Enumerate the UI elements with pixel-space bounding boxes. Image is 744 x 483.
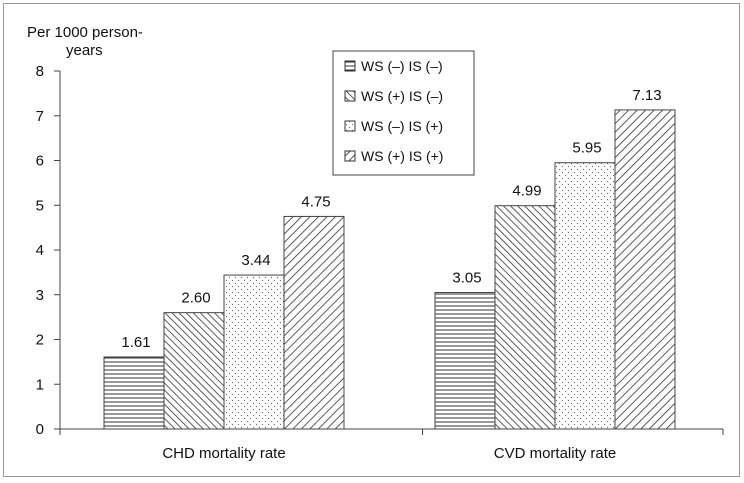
y-tick-label: 4 <box>36 242 44 259</box>
legend-label: WS (+) IS (+) <box>361 148 443 164</box>
data-label: 4.75 <box>301 193 330 210</box>
bar <box>103 356 165 430</box>
legend-label: WS (–) IS (+) <box>361 118 443 134</box>
y-tick-label: 3 <box>36 287 44 304</box>
legend-label: WS (+) IS (–) <box>361 88 443 104</box>
bar <box>283 215 345 430</box>
y-tick-label: 6 <box>36 153 44 170</box>
data-label: 3.05 <box>452 270 481 287</box>
y-tick-label: 2 <box>36 332 44 349</box>
x-category-label: CVD mortality rate <box>494 445 617 462</box>
legend-swatch <box>344 150 356 162</box>
y-axis-label: Per 1000 person-years <box>27 24 143 59</box>
bar <box>223 274 285 430</box>
y-tick-label: 5 <box>36 197 44 214</box>
y-tick-label: 1 <box>36 376 44 393</box>
data-label: 5.95 <box>572 140 601 157</box>
y-tick-label: 0 <box>36 421 44 438</box>
bars: 1.61 3.05 2.60 4.99 3.44 5.95 4.75 7.13 <box>103 87 676 430</box>
legend-swatch <box>344 120 356 132</box>
data-label: 7.13 <box>632 87 661 104</box>
legend-swatch <box>344 90 356 102</box>
legend: WS (–) IS (–) WS (+) IS (–) WS (–) IS (+) W… <box>332 50 475 176</box>
data-label: 3.44 <box>241 252 270 269</box>
legend-swatch <box>344 60 356 72</box>
bar <box>494 205 556 430</box>
legend-box <box>332 50 475 176</box>
data-label: 2.60 <box>181 290 210 307</box>
y-tick-label: 7 <box>36 108 44 125</box>
bar <box>434 292 496 430</box>
bar <box>163 312 225 430</box>
bar <box>614 109 676 430</box>
y-tick-label: 8 <box>36 63 44 80</box>
data-label: 1.61 <box>121 334 150 351</box>
data-label: 4.99 <box>512 183 541 200</box>
legend-label: WS (–) IS (–) <box>361 58 443 74</box>
x-category-label: CHD mortality rate <box>162 445 285 462</box>
bar <box>554 162 616 430</box>
